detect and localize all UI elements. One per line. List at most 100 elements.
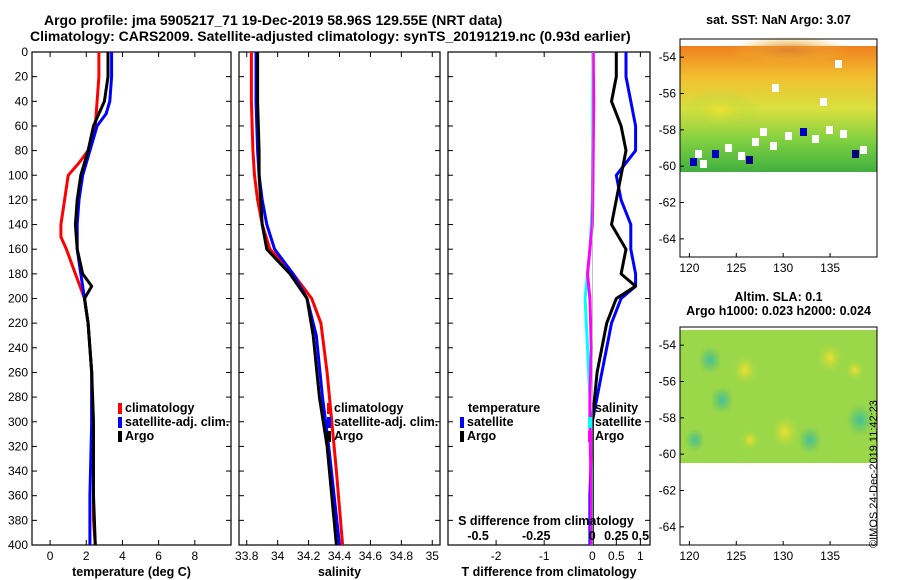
legend-swatch (327, 403, 331, 414)
depth-tick-label: 320 (8, 439, 28, 453)
sla-anomaly (769, 412, 801, 452)
sst-map-xtick-label: 130 (773, 261, 793, 275)
depth-tick-label: 20 (15, 70, 29, 84)
salinity-frame (238, 51, 441, 546)
sst-map-xtick-label: 120 (679, 261, 699, 275)
sla-map: 120 125 130 135 -54 -56 -58 -60 -62 -64 Altim. SLA… (659, 290, 878, 563)
depth-tick-label: 40 (15, 94, 29, 108)
sla-anomaly (845, 358, 865, 382)
sla-anomaly (846, 403, 874, 437)
difference-panel: -2 -1 0 0.5 1T difference from climatology (447, 51, 651, 579)
sst-speck (852, 150, 859, 158)
legend-swatch (460, 431, 464, 442)
legend-label: satellite-adj. clim. (125, 415, 229, 429)
depth-tick-label: 380 (8, 513, 28, 527)
sla-map-ytick-label: -56 (659, 375, 677, 389)
legend-temperature-title: temperature (468, 401, 540, 415)
difference-xtick-label: -2 (491, 549, 502, 563)
sla-map-title: Argo h1000: 0.023 h2000: 0.024 (686, 304, 871, 318)
sla-nodata (680, 463, 877, 545)
sla-anomaly (710, 385, 734, 415)
s-difference-tick-label: -0.5 (467, 529, 489, 543)
legend-swatch (460, 417, 464, 428)
s-difference-tick-label: 0.5 (632, 529, 649, 543)
depth-tick-label: 140 (8, 218, 28, 232)
salinity-series-argo (256, 52, 338, 546)
salinity-panel: 33.8 34 34.2 34.4 34.6 34.8 35 salinity (235, 51, 441, 579)
depth-tick-label: 240 (8, 341, 28, 355)
legend-swatch (118, 431, 122, 442)
sla-map-xtick-label: 135 (820, 549, 840, 563)
difference-series-temperature-argo (590, 52, 638, 545)
temperature-xlabel: temperature (deg C) (72, 565, 191, 579)
sst-map-ytick-label: -62 (659, 196, 677, 210)
sst-nodata (680, 172, 877, 295)
sst-map-ytick-label: -58 (659, 123, 677, 137)
depth-tick-label: 260 (8, 365, 28, 379)
sst-map-ytick-label: -60 (659, 159, 677, 173)
salinity-xlabel: salinity (318, 565, 361, 579)
sst-map-ytick-label: -56 (659, 87, 677, 101)
legend-label: satellite-adj. clim. (334, 415, 438, 429)
sla-anomaly (731, 353, 759, 387)
depth-tick-label: 100 (8, 168, 28, 182)
difference-xtick-label: -1 (539, 549, 550, 563)
sla-map-xtick-label: 130 (773, 549, 793, 563)
temperature-xtick-label: 4 (119, 549, 126, 563)
title-line-2: Climatology: CARS2009. Satellite-adjuste… (30, 28, 631, 44)
depth-tick-label: 280 (8, 390, 28, 404)
sst-map-xtick-label: 125 (726, 261, 746, 275)
sst-map: 120 125 130 135 -54 -56 -58 -60 -62 -64 sat. SST: … (659, 13, 878, 295)
sst-map-ytick-label: -54 (659, 50, 677, 64)
s-difference-label: S difference from climatology (458, 514, 634, 528)
depth-tick-label: 220 (8, 316, 28, 330)
legend-label: Argo (125, 429, 155, 443)
salinity-xtick-label: 34.2 (297, 549, 321, 563)
sst-speck (690, 158, 697, 166)
difference-xtick-label: 0 (589, 549, 596, 563)
temperature-xtick-label: 0 (47, 549, 54, 563)
depth-tick-label: 400 (8, 538, 28, 552)
sla-map-xtick-label: 125 (726, 549, 746, 563)
legend-swatch (327, 417, 331, 428)
sst-speck (785, 132, 792, 140)
difference-xlabel: T difference from climatology (461, 565, 636, 579)
s-difference-tick-label: 0.25 (604, 529, 628, 543)
sst-speck (760, 128, 767, 136)
depth-tick-label: 0 (21, 45, 28, 59)
salinity-xtick-label: 35 (426, 549, 440, 563)
sla-map-ytick-label: -60 (659, 447, 677, 461)
temperature-xtick-label: 6 (155, 549, 162, 563)
temperature-series-argo (73, 52, 110, 546)
sla-anomaly (740, 428, 760, 452)
sla-map-frame (679, 326, 878, 546)
depth-tick-label: 80 (15, 144, 29, 158)
s-difference-tick-label: 0 (589, 529, 596, 543)
depth-tick-label: 120 (8, 193, 28, 207)
sst-speck (860, 146, 867, 154)
sst-speck (772, 84, 779, 92)
depth-tick-label: 160 (8, 242, 28, 256)
sst-speck (712, 150, 719, 158)
sst-speck (820, 98, 827, 106)
sst-speck (738, 152, 745, 160)
salinity-xtick-label: 34.4 (328, 549, 352, 563)
sla-anomaly (798, 425, 822, 455)
temperature-xtick-label: 8 (191, 549, 198, 563)
temperature-xtick-label: 2 (83, 549, 90, 563)
depth-tick-label: 360 (8, 489, 28, 503)
legend-swatch (118, 417, 122, 428)
sst-patch (680, 90, 760, 130)
depth-tick-label: 300 (8, 415, 28, 429)
salinity-xtick-label: 34.8 (390, 549, 414, 563)
sst-speck (826, 126, 833, 134)
sst-speck (812, 135, 819, 143)
salinity-xtick-label: 34.6 (359, 549, 383, 563)
sla-map-ytick-label: -54 (659, 338, 677, 352)
sst-speck (752, 138, 759, 146)
sla-map-ytick-label: -58 (659, 411, 677, 425)
sst-speck (700, 160, 707, 168)
depth-tick-label: 60 (15, 119, 29, 133)
